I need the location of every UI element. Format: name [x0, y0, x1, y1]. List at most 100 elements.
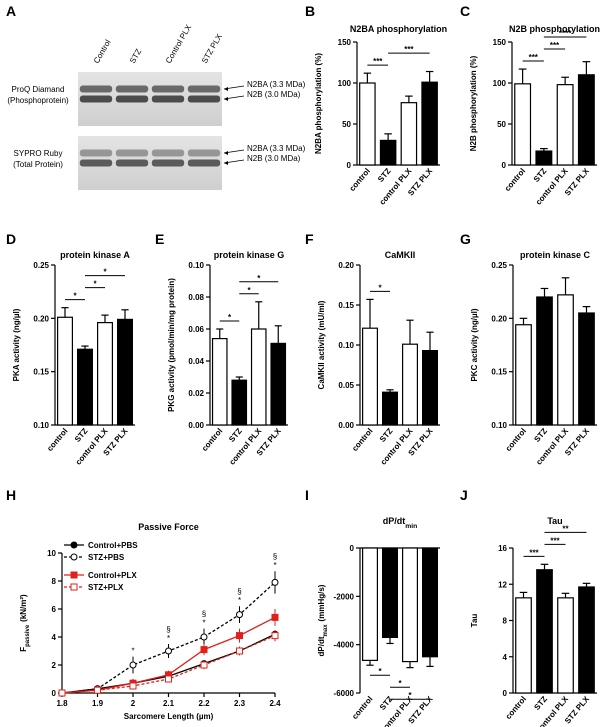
y-tick-label: 0.15	[491, 368, 507, 377]
y-axis-label-main: dP/dt	[317, 636, 326, 656]
y-tick-label: 0.15	[338, 301, 354, 310]
y-axis-label: N2BA phosphorylation (%)	[314, 53, 323, 154]
panel-letter: B	[305, 3, 315, 19]
chart-title-main: protein kinase G	[214, 250, 285, 260]
y-axis-label-unit: (mmHg/s)	[317, 584, 326, 621]
x-tick-label: 2	[131, 699, 136, 708]
chart-title-main: N2B phosphorylation	[509, 24, 600, 34]
panel-letter: F	[305, 231, 314, 247]
y-tick-label: 0.20	[338, 261, 354, 270]
bar	[515, 597, 532, 694]
bar	[515, 324, 532, 426]
marker	[271, 578, 279, 586]
bar	[400, 102, 418, 166]
significance-label: *	[378, 283, 382, 292]
arrow-head	[224, 161, 228, 165]
bar	[379, 139, 397, 166]
chart-title: dP/dtmin	[383, 516, 418, 530]
y-tick-label: 6	[52, 605, 57, 614]
arrow-head	[224, 151, 228, 155]
bar	[556, 84, 574, 166]
significance-label: *	[103, 268, 107, 277]
gel-band	[187, 95, 221, 103]
y-axis-label-main: F	[19, 647, 28, 652]
bar	[578, 312, 595, 426]
significance-label: *	[378, 667, 382, 676]
bar	[56, 316, 73, 426]
panel-letter: G	[460, 231, 471, 247]
band-label: N2BA (3.3 MDa)	[247, 144, 306, 153]
panel-letter: H	[6, 487, 16, 503]
chart-title: Passive Force	[138, 522, 199, 532]
bar	[231, 379, 248, 426]
y-tick-label: 100	[493, 79, 507, 88]
bar	[557, 294, 574, 426]
bar	[250, 328, 267, 426]
significance-label: ***	[550, 41, 560, 50]
annotation: §	[237, 587, 241, 596]
y-tick-label: 0	[350, 544, 355, 553]
marker	[165, 647, 172, 655]
legend-label: Control+PLX	[88, 571, 137, 580]
legend-label: Control+PBS	[88, 541, 138, 550]
legend-marker	[70, 571, 78, 579]
y-tick-label: 100	[338, 79, 352, 88]
chart-title-main: protein kinase A	[60, 250, 130, 260]
y-tick-label: 150	[338, 38, 352, 47]
significance-label: *	[247, 286, 251, 295]
significance-label: *	[73, 292, 77, 301]
y-axis-label: PKA activity (ng/µl)	[12, 308, 21, 381]
bar	[578, 586, 595, 694]
gel-band	[115, 149, 149, 157]
bar	[362, 547, 379, 661]
chart-title: N2BA phosphorylation	[350, 24, 447, 34]
gel-band	[187, 149, 221, 157]
y-tick-label: 0.10	[491, 421, 507, 430]
arrow-head	[224, 97, 228, 101]
y-tick-label: 0	[52, 689, 57, 698]
y-axis-label-main: PKA activity (ng/µl)	[12, 308, 21, 381]
y-tick-label: 0	[503, 689, 508, 698]
gel-band	[151, 149, 185, 157]
x-tick-label: 2.4	[269, 699, 281, 708]
bar	[402, 547, 419, 663]
bar	[536, 569, 553, 694]
chart-title: protein kinase G	[214, 250, 285, 260]
y-tick-label: -2000	[334, 592, 355, 601]
x-tick-label: 2.3	[234, 699, 246, 708]
y-tick-label: 0.10	[33, 421, 49, 430]
bar	[422, 547, 439, 658]
x-axis-label: Sarcomere Length (µm)	[124, 712, 214, 721]
legend-label: STZ+PLX	[88, 583, 124, 592]
y-tick-label: 4	[52, 633, 57, 642]
chart-title: N2B phosphorylation	[509, 24, 600, 34]
chart-title: protein kinase C	[520, 250, 591, 260]
bar	[402, 343, 419, 426]
annotation: §	[166, 625, 170, 634]
marker	[94, 686, 101, 694]
y-axis-label-main: Tau	[470, 614, 479, 628]
band-label: N2B (3.0 MDa)	[247, 90, 301, 99]
significance-label: ***	[373, 57, 383, 66]
band-label: N2B (3.0 MDa)	[247, 154, 301, 163]
y-axis-label-main: PKC activity (ng/µl)	[470, 308, 479, 381]
panel-letter: J	[460, 487, 468, 503]
significance-label: *	[93, 280, 97, 289]
chart-title-main: dP/dt	[383, 516, 406, 526]
gel-band	[151, 85, 185, 93]
y-tick-label: 0.25	[491, 261, 507, 270]
y-axis-label: dP/dtmax (mmHg/s)	[317, 584, 329, 656]
y-axis-label-main: CaMKII activity (mU/ml)	[317, 300, 326, 389]
y-tick-label: 50	[342, 120, 351, 129]
marker	[236, 632, 243, 640]
marker	[236, 611, 243, 619]
y-axis-label: PKC activity (ng/µl)	[470, 308, 479, 381]
annotation: *	[238, 596, 241, 605]
bar	[421, 81, 438, 166]
y-axis-label-sub: max	[323, 624, 329, 637]
bar	[514, 83, 532, 166]
y-tick-label: 0.15	[33, 368, 49, 377]
chart-title-main: CaMKII	[385, 250, 416, 260]
annotation: §	[273, 552, 277, 561]
